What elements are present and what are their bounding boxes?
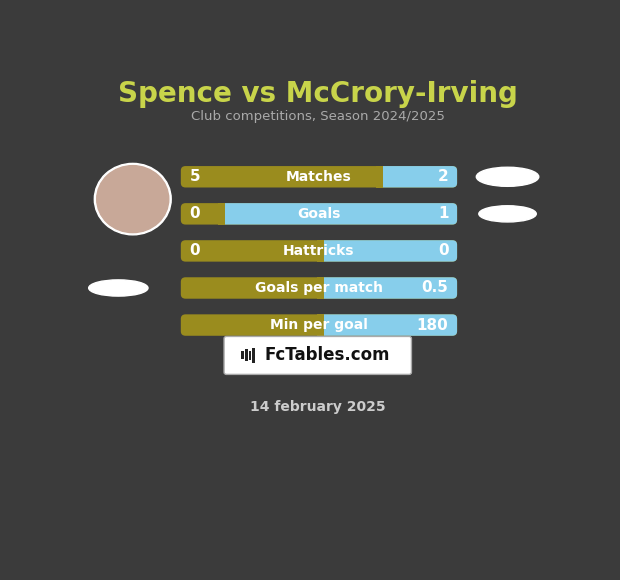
Text: Club competitions, Season 2024/2025: Club competitions, Season 2024/2025	[191, 110, 445, 123]
Bar	[317, 277, 324, 299]
FancyBboxPatch shape	[319, 314, 457, 336]
Text: 180: 180	[417, 318, 448, 332]
Ellipse shape	[476, 167, 539, 186]
FancyBboxPatch shape	[181, 203, 457, 224]
Bar	[376, 166, 383, 187]
FancyBboxPatch shape	[181, 277, 457, 299]
Ellipse shape	[479, 206, 536, 222]
FancyBboxPatch shape	[224, 336, 412, 375]
Text: FcTables.com: FcTables.com	[265, 346, 390, 364]
FancyBboxPatch shape	[181, 314, 457, 336]
Text: Hattricks: Hattricks	[283, 244, 355, 258]
Text: 0: 0	[190, 206, 200, 222]
Text: Goals per match: Goals per match	[255, 281, 383, 295]
Bar	[245, 349, 247, 361]
Text: 1: 1	[438, 206, 448, 222]
Text: 0.5: 0.5	[422, 281, 448, 295]
Bar	[317, 314, 324, 336]
Text: Matches: Matches	[286, 170, 352, 184]
Bar	[317, 240, 324, 262]
Text: 14 february 2025: 14 february 2025	[250, 400, 386, 414]
FancyBboxPatch shape	[378, 166, 457, 187]
Text: Min per goal: Min per goal	[270, 318, 368, 332]
Bar	[252, 347, 255, 363]
Text: 2: 2	[438, 169, 448, 184]
Bar	[218, 203, 225, 224]
FancyBboxPatch shape	[319, 240, 457, 262]
FancyBboxPatch shape	[181, 240, 457, 262]
Text: Goals: Goals	[297, 207, 340, 221]
Circle shape	[94, 164, 171, 235]
Text: 0: 0	[438, 244, 448, 259]
Text: Spence vs McCrory-Irving: Spence vs McCrory-Irving	[118, 80, 518, 108]
Text: 0: 0	[190, 244, 200, 259]
Bar	[249, 350, 252, 360]
Text: 5: 5	[190, 169, 200, 184]
Bar	[241, 351, 244, 360]
FancyBboxPatch shape	[220, 203, 457, 224]
Circle shape	[97, 166, 169, 233]
FancyBboxPatch shape	[181, 166, 457, 187]
Ellipse shape	[89, 280, 148, 296]
FancyBboxPatch shape	[319, 277, 457, 299]
